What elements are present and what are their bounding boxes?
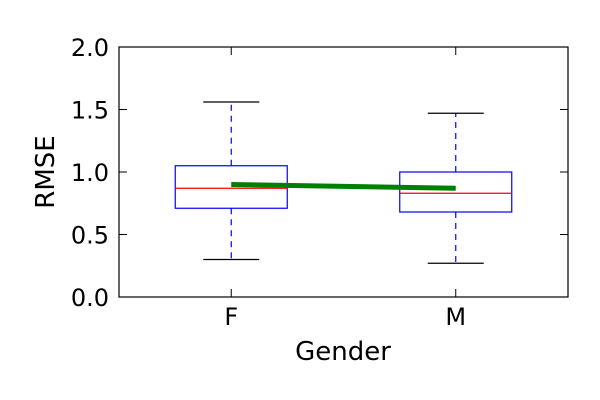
y-tick-label: 0.5: [71, 222, 109, 250]
x-tick-label-f: F: [224, 303, 238, 331]
x-tick-label-m: M: [445, 303, 466, 331]
y-tick-label: 2.0: [71, 34, 109, 62]
mean-line: [231, 182, 456, 191]
box-m: [399, 171, 513, 213]
ticks: 0.0 0.5 1.0 1.5 2.0 F M: [71, 34, 568, 331]
plot-area: [174, 101, 513, 264]
y-tick-label: 1.5: [71, 97, 109, 125]
y-axis-title: RMSE: [31, 135, 61, 208]
y-tick-label: 1.0: [71, 159, 109, 187]
x-axis-title: Gender: [295, 337, 391, 367]
y-tick-label: 0.0: [71, 284, 109, 312]
